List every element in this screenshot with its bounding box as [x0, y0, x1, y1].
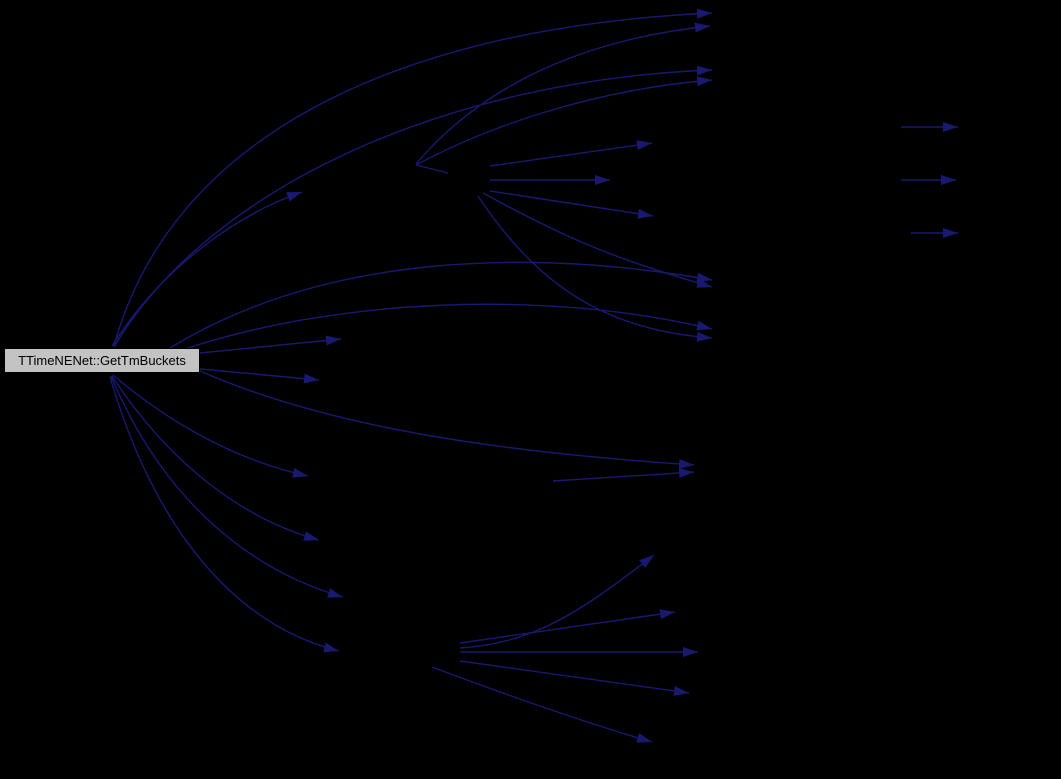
- graph-node-gettmbuckets[interactable]: TTimeNENet::GetTmBuckets: [4, 348, 200, 373]
- edge-root-to-right-pair-2: [181, 303, 713, 351]
- edge-root-to-mid-upper: [111, 191, 303, 347]
- edge-root-to-node-g: [111, 375, 320, 541]
- edge-hub-b-to-arrow-1: [489, 140, 653, 167]
- edge-root-to-top-1: [113, 8, 713, 347]
- edge-root-to-mid-right-pair: [199, 370, 695, 469]
- edge-hub-a-to-top-1: [415, 22, 711, 165]
- edge-lower-hub-fan-1: [459, 554, 655, 649]
- edge-wide-node-to-mid-right: [552, 467, 695, 482]
- graph-node-label: TTimeNENet::GetTmBuckets: [18, 353, 186, 368]
- edge-hub-b-to-right-pair-2: [477, 195, 713, 342]
- edge-hub-b-to-arrow-3: [489, 190, 654, 219]
- edge-root-to-wide-node: [112, 374, 309, 478]
- edge-lower-hub-fan-4: [459, 660, 690, 696]
- edge-hub-a-to-top-2: [415, 76, 713, 166]
- edge-root-to-lower-hub-2: [109, 376, 340, 653]
- edge-hub-b-to-right-pair-1: [482, 192, 713, 288]
- edge-root-to-near-upper: [199, 335, 342, 354]
- edge-root-to-right-pair-1: [169, 261, 713, 349]
- edge-hub-a-stub: [415, 164, 449, 174]
- edge-root-to-lower-hub-1: [110, 375, 344, 598]
- edge-lower-hub-fan-5: [431, 666, 653, 743]
- edge-root-to-near-lower: [199, 368, 320, 384]
- edge-lower-hub-fan-2: [459, 609, 676, 644]
- edge-root-to-top-2: [113, 65, 713, 348]
